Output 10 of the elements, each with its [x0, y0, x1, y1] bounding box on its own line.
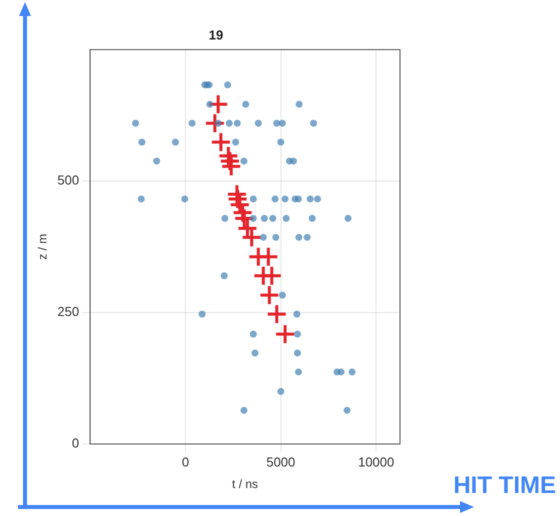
text: HIT TIME — [453, 472, 556, 500]
y-tick-label: 250 — [57, 304, 80, 320]
y-axis-title: z / m — [36, 234, 50, 260]
chart-title: 19 — [208, 27, 224, 42]
x-tick-label: 5000 — [266, 454, 296, 470]
y-tick-label: 0 — [72, 436, 80, 451]
x-tick-label: 0 — [182, 454, 190, 470]
y-tick-label: 500 — [57, 172, 80, 188]
x-axis-title: t / ns — [232, 477, 258, 492]
x-tick-label: 10000 — [358, 454, 394, 470]
